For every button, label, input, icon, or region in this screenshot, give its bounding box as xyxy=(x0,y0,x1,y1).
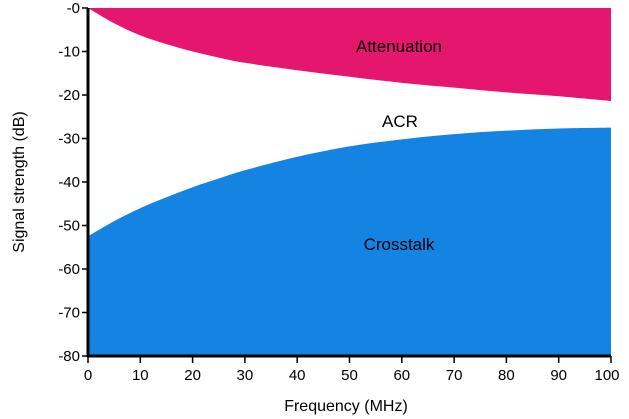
x-ticks: 0 10 20 30 40 50 60 70 80 90 100 xyxy=(84,356,620,384)
y-tick-label: -40 xyxy=(58,174,80,191)
y-tick-label: -60 xyxy=(58,261,80,278)
y-axis-title: Signal strength (dB) xyxy=(11,111,28,252)
x-tick-label: 30 xyxy=(237,367,254,384)
y-tick-label: -0 xyxy=(67,0,80,17)
y-tick-label: -70 xyxy=(58,305,80,322)
x-axis-title: Frequency (MHz) xyxy=(284,398,408,415)
attenuation-label: Attenuation xyxy=(356,37,442,56)
acr-label: ACR xyxy=(382,112,418,131)
x-tick-label: 100 xyxy=(594,367,619,384)
x-tick-label: 50 xyxy=(341,367,358,384)
y-tick-label: -20 xyxy=(58,87,80,104)
crosstalk-label: Crosstalk xyxy=(364,235,435,254)
y-tick-label: -80 xyxy=(58,348,80,365)
x-tick-label: 40 xyxy=(289,367,306,384)
x-tick-label: 60 xyxy=(393,367,410,384)
x-tick-label: 70 xyxy=(446,367,463,384)
x-tick-label: 80 xyxy=(498,367,515,384)
x-tick-label: 0 xyxy=(84,367,92,384)
x-tick-label: 10 xyxy=(132,367,149,384)
x-tick-label: 20 xyxy=(184,367,201,384)
x-tick-label: 90 xyxy=(550,367,567,384)
y-tick-label: -30 xyxy=(58,131,80,148)
y-ticks: -0 -10 -20 -30 -40 -50 -60 -70 -80 xyxy=(58,0,88,365)
attenuation-area xyxy=(88,8,611,102)
y-tick-label: -50 xyxy=(58,218,80,235)
y-tick-label: -10 xyxy=(58,44,80,61)
crosstalk-area xyxy=(88,127,611,356)
